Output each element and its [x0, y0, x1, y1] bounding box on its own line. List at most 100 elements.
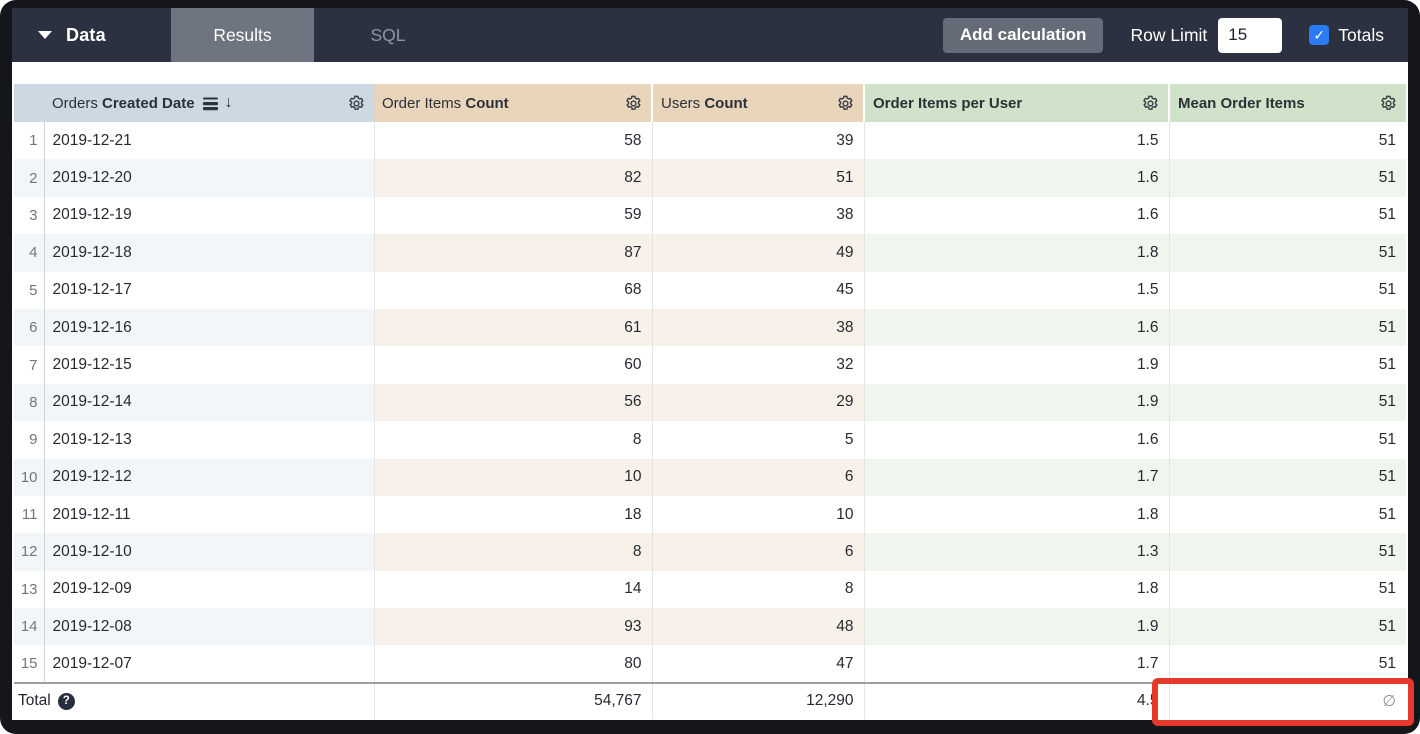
mean-order-items-cell[interactable]: 51 — [1169, 458, 1406, 496]
column-header-orders_created_date[interactable]: Orders Created Date ↓ — [44, 84, 374, 122]
order-items-count-cell[interactable]: 87 — [374, 234, 653, 272]
column-header-mean_order_items[interactable]: Mean Order Items — [1169, 84, 1406, 122]
data-dropdown-label: Data — [66, 24, 106, 45]
mean-order-items-cell[interactable]: 51 — [1378, 206, 1396, 224]
order-items-count-cell[interactable]: 56 — [374, 383, 653, 422]
order-items-per-user-cell[interactable]: 1.8 — [864, 234, 1170, 272]
mean-order-items-cell[interactable]: 51 — [1169, 159, 1406, 197]
users-count-cell[interactable]: 6 — [652, 533, 865, 571]
order-items-per-user-cell[interactable]: 1.6 — [864, 308, 1170, 347]
users-count-cell[interactable]: 39 — [652, 122, 865, 160]
orders-created-date-cell[interactable]: 2019-12-08 — [44, 608, 375, 646]
orders-created-date-cell[interactable]: 2019-12-20 — [44, 159, 375, 197]
mean-order-items-cell[interactable]: 51 — [1378, 281, 1396, 299]
users-count-cell[interactable]: 45 — [652, 271, 865, 309]
order-items-count-cell[interactable]: 93 — [374, 608, 653, 646]
order-items-count-cell[interactable]: 59 — [374, 196, 653, 235]
orders-created-date-cell[interactable]: 2019-12-15 — [44, 346, 375, 384]
order-items-per-user-cell[interactable]: 1.8 — [864, 570, 1170, 609]
totals-checkbox[interactable]: ✓ — [1309, 25, 1330, 45]
column-header-users_count[interactable]: Users Count — [652, 84, 865, 122]
order-items-per-user-cell[interactable]: 1.7 — [864, 458, 1170, 496]
gear-icon[interactable] — [624, 94, 643, 113]
users-count-cell[interactable]: 29 — [652, 383, 865, 422]
sort-direction-arrow-icon[interactable]: ↓ — [224, 94, 233, 111]
users-count-cell[interactable]: 32 — [652, 346, 865, 384]
order-items-count-cell[interactable]: 8 — [374, 533, 653, 571]
order-items-count-cell[interactable]: 82 — [374, 159, 653, 197]
column-header-order_items_count[interactable]: Order Items Count — [374, 84, 653, 122]
mean-order-items-cell[interactable]: 51 — [1378, 505, 1396, 523]
orders-created-date-cell[interactable]: 2019-12-12 — [44, 458, 375, 496]
orders-created-date-cell[interactable]: 2019-12-09 — [44, 570, 375, 609]
mean-order-items-cell[interactable]: 51 — [1169, 234, 1406, 272]
users-count-cell[interactable]: 47 — [652, 645, 865, 683]
order-items-per-user-cell[interactable]: 1.7 — [864, 645, 1170, 683]
users-count-cell[interactable]: 51 — [652, 159, 865, 197]
order-items-count-cell[interactable]: 61 — [374, 308, 653, 347]
users-count-cell[interactable]: 49 — [652, 234, 865, 272]
row-number-cell: 12 — [14, 533, 45, 571]
orders-created-date-cell[interactable]: 2019-12-10 — [44, 533, 375, 571]
users-count-cell[interactable]: 5 — [652, 421, 865, 459]
gear-icon[interactable] — [347, 94, 366, 113]
users-count-cell[interactable]: 8 — [652, 570, 865, 609]
users-count-cell[interactable]: 48 — [652, 608, 865, 646]
orders-created-date-cell[interactable]: 2019-12-14 — [44, 383, 375, 422]
orders-created-date-cell[interactable]: 2019-12-11 — [44, 495, 375, 534]
sort-bars-icon[interactable] — [202, 95, 220, 112]
gear-icon[interactable] — [836, 94, 855, 113]
orders-created-date-cell[interactable]: 2019-12-16 — [44, 308, 375, 347]
orders-created-date-cell[interactable]: 2019-12-21 — [44, 122, 375, 160]
order-items-count-cell[interactable]: 68 — [374, 271, 653, 309]
column-header-order_items_per_user[interactable]: Order Items per User — [864, 84, 1170, 122]
mean-order-items-cell[interactable]: 51 — [1378, 430, 1396, 448]
users-count-cell[interactable]: 38 — [652, 196, 865, 235]
mean-order-items-cell[interactable]: 51 — [1169, 533, 1406, 571]
order-items-per-user-cell[interactable]: 1.5 — [864, 271, 1170, 309]
order-items-per-user-cell[interactable]: 1.6 — [864, 421, 1170, 459]
order-items-count-cell[interactable]: 14 — [374, 570, 653, 609]
order-items-count-cell[interactable]: 10 — [374, 458, 653, 496]
totals-label: Totals — [1338, 24, 1384, 45]
order-items-per-user-cell[interactable]: 1.5 — [864, 122, 1170, 160]
order-items-per-user-cell[interactable]: 1.6 — [864, 159, 1170, 197]
order-items-per-user-cell[interactable]: 1.3 — [864, 533, 1170, 571]
add-calculation-button[interactable]: Add calculation — [942, 17, 1104, 53]
mean-order-items-cell[interactable]: 51 — [1378, 131, 1396, 149]
mean-order-items-cell[interactable]: 51 — [1169, 608, 1406, 646]
order-items-count-cell[interactable]: 60 — [374, 346, 653, 384]
orders-created-date-cell[interactable]: 2019-12-13 — [44, 421, 375, 459]
mean-order-items-cell[interactable]: 51 — [1169, 383, 1406, 422]
mean-order-items-cell[interactable]: 51 — [1378, 654, 1396, 672]
order-items-count-cell[interactable]: 58 — [374, 122, 653, 160]
table-row: 1 2019-12-21 58 39 1.5 51 — [14, 122, 1406, 160]
users-count-cell[interactable]: 38 — [652, 308, 865, 347]
mean-order-items-cell[interactable]: 51 — [1378, 356, 1396, 374]
row-limit-input[interactable] — [1218, 17, 1283, 53]
orders-created-date-cell[interactable]: 2019-12-19 — [44, 196, 375, 235]
tab-results[interactable]: Results — [171, 8, 314, 62]
order-items-per-user-cell[interactable]: 1.6 — [864, 196, 1170, 235]
gear-icon[interactable] — [1141, 94, 1160, 113]
order-items-count-cell[interactable]: 80 — [374, 645, 653, 683]
users-count-cell[interactable]: 6 — [652, 458, 865, 496]
order-items-count-cell[interactable]: 8 — [374, 421, 653, 459]
mean-order-items-cell[interactable]: 51 — [1169, 308, 1406, 347]
order-items-count-cell[interactable]: 18 — [374, 495, 653, 534]
column-label-regular: Users — [661, 94, 705, 112]
data-dropdown[interactable]: Data — [12, 8, 171, 62]
mean-order-items-cell[interactable]: 51 — [1378, 580, 1396, 598]
order-items-per-user-cell[interactable]: 1.9 — [864, 608, 1170, 646]
orders-created-date-cell[interactable]: 2019-12-18 — [44, 234, 375, 272]
order-items-per-user-cell[interactable]: 1.9 — [864, 346, 1170, 384]
help-icon[interactable]: ? — [57, 692, 75, 710]
orders-created-date-cell[interactable]: 2019-12-17 — [44, 271, 375, 309]
users-count-cell[interactable]: 10 — [652, 495, 865, 534]
gear-icon[interactable] — [1379, 94, 1398, 113]
orders-created-date-cell[interactable]: 2019-12-07 — [44, 645, 375, 683]
tab-sql[interactable]: SQL — [370, 24, 406, 45]
order-items-per-user-cell[interactable]: 1.8 — [864, 495, 1170, 534]
order-items-per-user-cell[interactable]: 1.9 — [864, 383, 1170, 422]
